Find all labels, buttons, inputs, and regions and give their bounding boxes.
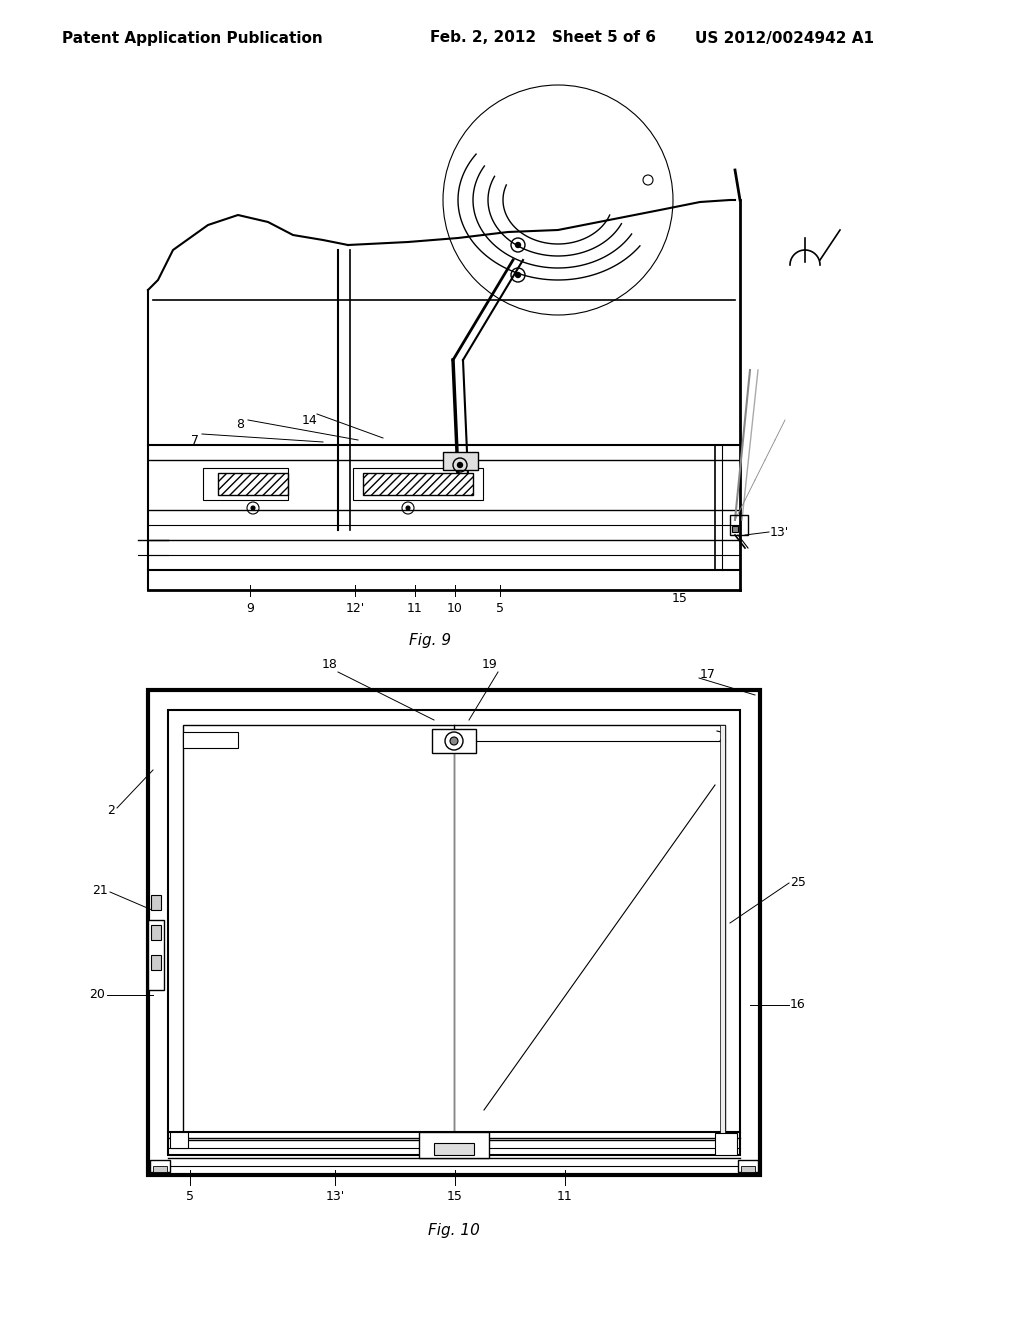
Bar <box>353 469 483 500</box>
Bar <box>432 729 476 752</box>
Text: 25: 25 <box>790 876 806 890</box>
Bar <box>148 690 760 1175</box>
Bar <box>170 1133 188 1148</box>
Circle shape <box>251 506 255 510</box>
Text: 19: 19 <box>482 659 498 672</box>
Text: 12': 12' <box>345 602 365 615</box>
Bar <box>443 451 478 470</box>
Bar <box>183 733 238 748</box>
Text: 5: 5 <box>496 602 504 615</box>
Bar <box>419 1133 489 1158</box>
Bar <box>151 895 161 909</box>
Bar <box>730 515 748 535</box>
Circle shape <box>515 272 520 277</box>
Circle shape <box>406 506 410 510</box>
Text: 15: 15 <box>447 1191 463 1204</box>
Text: 11: 11 <box>408 602 423 615</box>
Text: 15: 15 <box>672 591 688 605</box>
Circle shape <box>458 462 463 467</box>
Circle shape <box>515 243 520 248</box>
Text: Feb. 2, 2012   Sheet 5 of 6: Feb. 2, 2012 Sheet 5 of 6 <box>430 30 656 45</box>
Text: 11: 11 <box>557 1191 572 1204</box>
Bar <box>218 473 288 495</box>
Text: 8: 8 <box>236 418 244 432</box>
Bar <box>715 1133 737 1155</box>
Text: 21: 21 <box>92 883 108 896</box>
Bar <box>153 1166 167 1172</box>
Text: 2: 2 <box>108 804 115 817</box>
Text: 7: 7 <box>191 433 199 446</box>
Circle shape <box>450 737 458 744</box>
Circle shape <box>445 733 463 750</box>
Bar <box>148 920 164 990</box>
Text: 10: 10 <box>447 602 463 615</box>
Text: Fig. 10: Fig. 10 <box>428 1222 480 1238</box>
Bar <box>203 469 288 500</box>
Bar <box>183 725 725 1140</box>
Bar <box>362 473 473 495</box>
Text: 17: 17 <box>700 668 716 681</box>
Bar <box>168 710 740 1155</box>
Text: US 2012/0024942 A1: US 2012/0024942 A1 <box>695 30 874 45</box>
Bar <box>150 1160 170 1172</box>
Bar <box>738 1160 758 1172</box>
Text: 14: 14 <box>302 413 317 426</box>
Bar <box>151 954 161 970</box>
Bar <box>151 925 161 940</box>
Text: 18: 18 <box>323 659 338 672</box>
Bar <box>434 1143 474 1155</box>
Text: Fig. 9: Fig. 9 <box>409 632 451 648</box>
Text: 20: 20 <box>89 989 105 1002</box>
Text: 9: 9 <box>246 602 254 615</box>
Text: 13': 13' <box>326 1191 345 1204</box>
Bar <box>741 1166 755 1172</box>
Bar <box>720 725 725 1140</box>
Text: 13': 13' <box>770 525 790 539</box>
Bar <box>732 525 738 532</box>
Text: Patent Application Publication: Patent Application Publication <box>62 30 323 45</box>
Text: 16: 16 <box>790 998 806 1011</box>
Text: 5: 5 <box>186 1191 194 1204</box>
